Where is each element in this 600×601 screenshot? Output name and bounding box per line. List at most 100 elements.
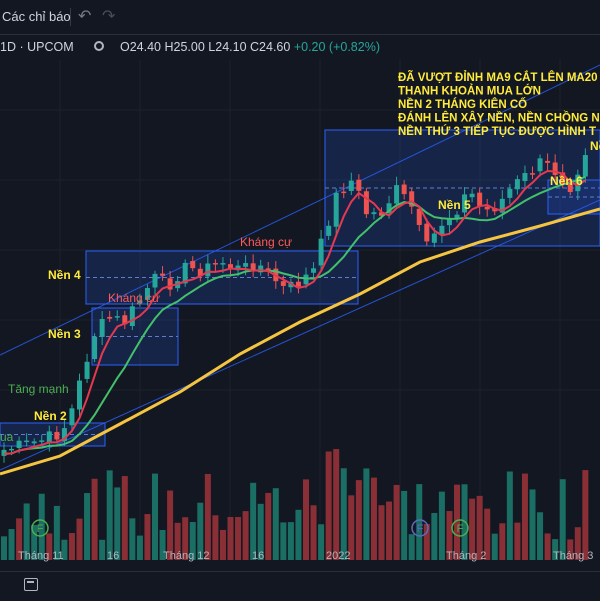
- annotation-line: NỀN THỨ 3 TIẾP TỤC ĐƯỢC HÌNH T: [398, 125, 596, 138]
- candle-body: [250, 263, 256, 271]
- volume-bar: [197, 502, 204, 560]
- open-value: O24.40: [120, 40, 162, 54]
- candle-body: [514, 179, 520, 190]
- candle-body: [122, 315, 128, 325]
- moving-averages: [0, 169, 600, 476]
- volume-bar: [204, 473, 211, 560]
- volume-bar: [8, 529, 15, 560]
- candle-body: [545, 160, 551, 163]
- event-marker-label: F: [417, 523, 424, 535]
- volume-bar: [469, 498, 476, 560]
- volume-bar: [219, 529, 226, 560]
- candle-body: [386, 203, 392, 214]
- indicators-button[interactable]: Các chỉ báo: [2, 9, 71, 24]
- volume-bar: [129, 518, 136, 560]
- candle-body: [477, 192, 483, 206]
- volume-bar: [529, 489, 536, 560]
- candle-body: [9, 448, 15, 451]
- candle-body: [144, 288, 150, 300]
- candle-body: [401, 184, 407, 195]
- volume-bar: [159, 529, 166, 560]
- base-boxes: [0, 129, 600, 447]
- high-value: H25.00: [164, 40, 205, 54]
- candle-body: [446, 218, 452, 226]
- undo-icon[interactable]: ↶: [78, 8, 92, 25]
- calendar-icon[interactable]: [24, 578, 38, 591]
- volume-bar: [340, 468, 347, 560]
- volume-bar: [552, 539, 559, 560]
- x-tick-label: 2022: [326, 550, 350, 562]
- volume-bar: [99, 539, 106, 560]
- candle-body: [311, 268, 317, 273]
- ma20-line: [3, 175, 586, 455]
- volume-bar: [84, 493, 91, 560]
- volume-bar: [423, 523, 430, 560]
- change-value: +0.20 (+0.82%): [293, 40, 380, 54]
- candle-body: [265, 268, 271, 270]
- candle-body: [582, 155, 588, 177]
- ma9-line: [3, 169, 586, 455]
- low-value: L24.10: [208, 40, 247, 54]
- candle-body: [92, 336, 98, 360]
- volume-bar: [114, 487, 121, 560]
- candle-body: [326, 225, 332, 236]
- volume-bar: [46, 533, 53, 560]
- candle-body: [552, 162, 558, 175]
- candle-body: [77, 380, 82, 410]
- volume-bar: [401, 490, 408, 560]
- volume-bar: [378, 505, 385, 560]
- volume-bar: [144, 514, 151, 560]
- candle-body: [54, 431, 60, 440]
- base-label: Nền 6: [550, 174, 583, 188]
- volume-bar: [431, 512, 438, 560]
- redo-icon[interactable]: ↷: [102, 8, 116, 25]
- candle-body: [439, 225, 445, 235]
- candle-body: [363, 191, 369, 215]
- volume-bar: [136, 535, 143, 560]
- candle-body: [507, 188, 513, 198]
- candle-body: [379, 212, 384, 216]
- candle-body: [560, 172, 566, 184]
- candle-body: [46, 431, 52, 444]
- candle-body: [235, 265, 241, 271]
- volume-bar: [574, 527, 581, 560]
- volume-bar: [318, 524, 325, 560]
- candle-body: [182, 262, 188, 284]
- ohlc-values: O24.40 H25.00 L24.10 C24.60 +0.20 (+0.82…: [120, 40, 380, 54]
- symbol-label[interactable]: 1D · UPCOM: [0, 40, 74, 54]
- candle-body: [114, 316, 120, 318]
- volume-bar: [514, 522, 521, 560]
- candle-body: [61, 428, 67, 442]
- candle-body: [409, 191, 415, 207]
- close-value: C24.60: [250, 40, 291, 54]
- volume-bar: [287, 522, 294, 560]
- volume-bars: [1, 449, 589, 560]
- volume-bar: [68, 533, 75, 560]
- candle-body: [454, 214, 460, 219]
- candle-body: [575, 174, 581, 192]
- candle-body: [341, 191, 347, 194]
- toolbar: Các chỉ báo ↶ ↷: [0, 0, 600, 35]
- volume-bar: [272, 488, 279, 560]
- candle-body: [129, 306, 135, 327]
- volume-bar: [106, 470, 113, 560]
- candle-body: [190, 261, 196, 269]
- volume-bar: [355, 480, 362, 560]
- volume-bar: [454, 484, 460, 560]
- event-marker-label: F: [37, 523, 44, 535]
- candle-body: [220, 263, 226, 265]
- candle-body: [39, 440, 45, 442]
- annotation-line: NỀN 2 THÁNG KIÊN CỐ: [398, 97, 527, 111]
- volume-bar: [310, 505, 317, 560]
- candle-body: [99, 319, 105, 337]
- candle-body: [167, 278, 173, 290]
- visibility-icon[interactable]: [94, 41, 104, 51]
- volume-bar: [416, 484, 423, 560]
- channel-upper: [0, 64, 600, 356]
- base-label: Nền 5: [438, 198, 471, 212]
- volume-bar: [167, 490, 174, 560]
- x-tick-label: Tháng 3: [553, 550, 593, 562]
- volume-bar: [537, 512, 544, 560]
